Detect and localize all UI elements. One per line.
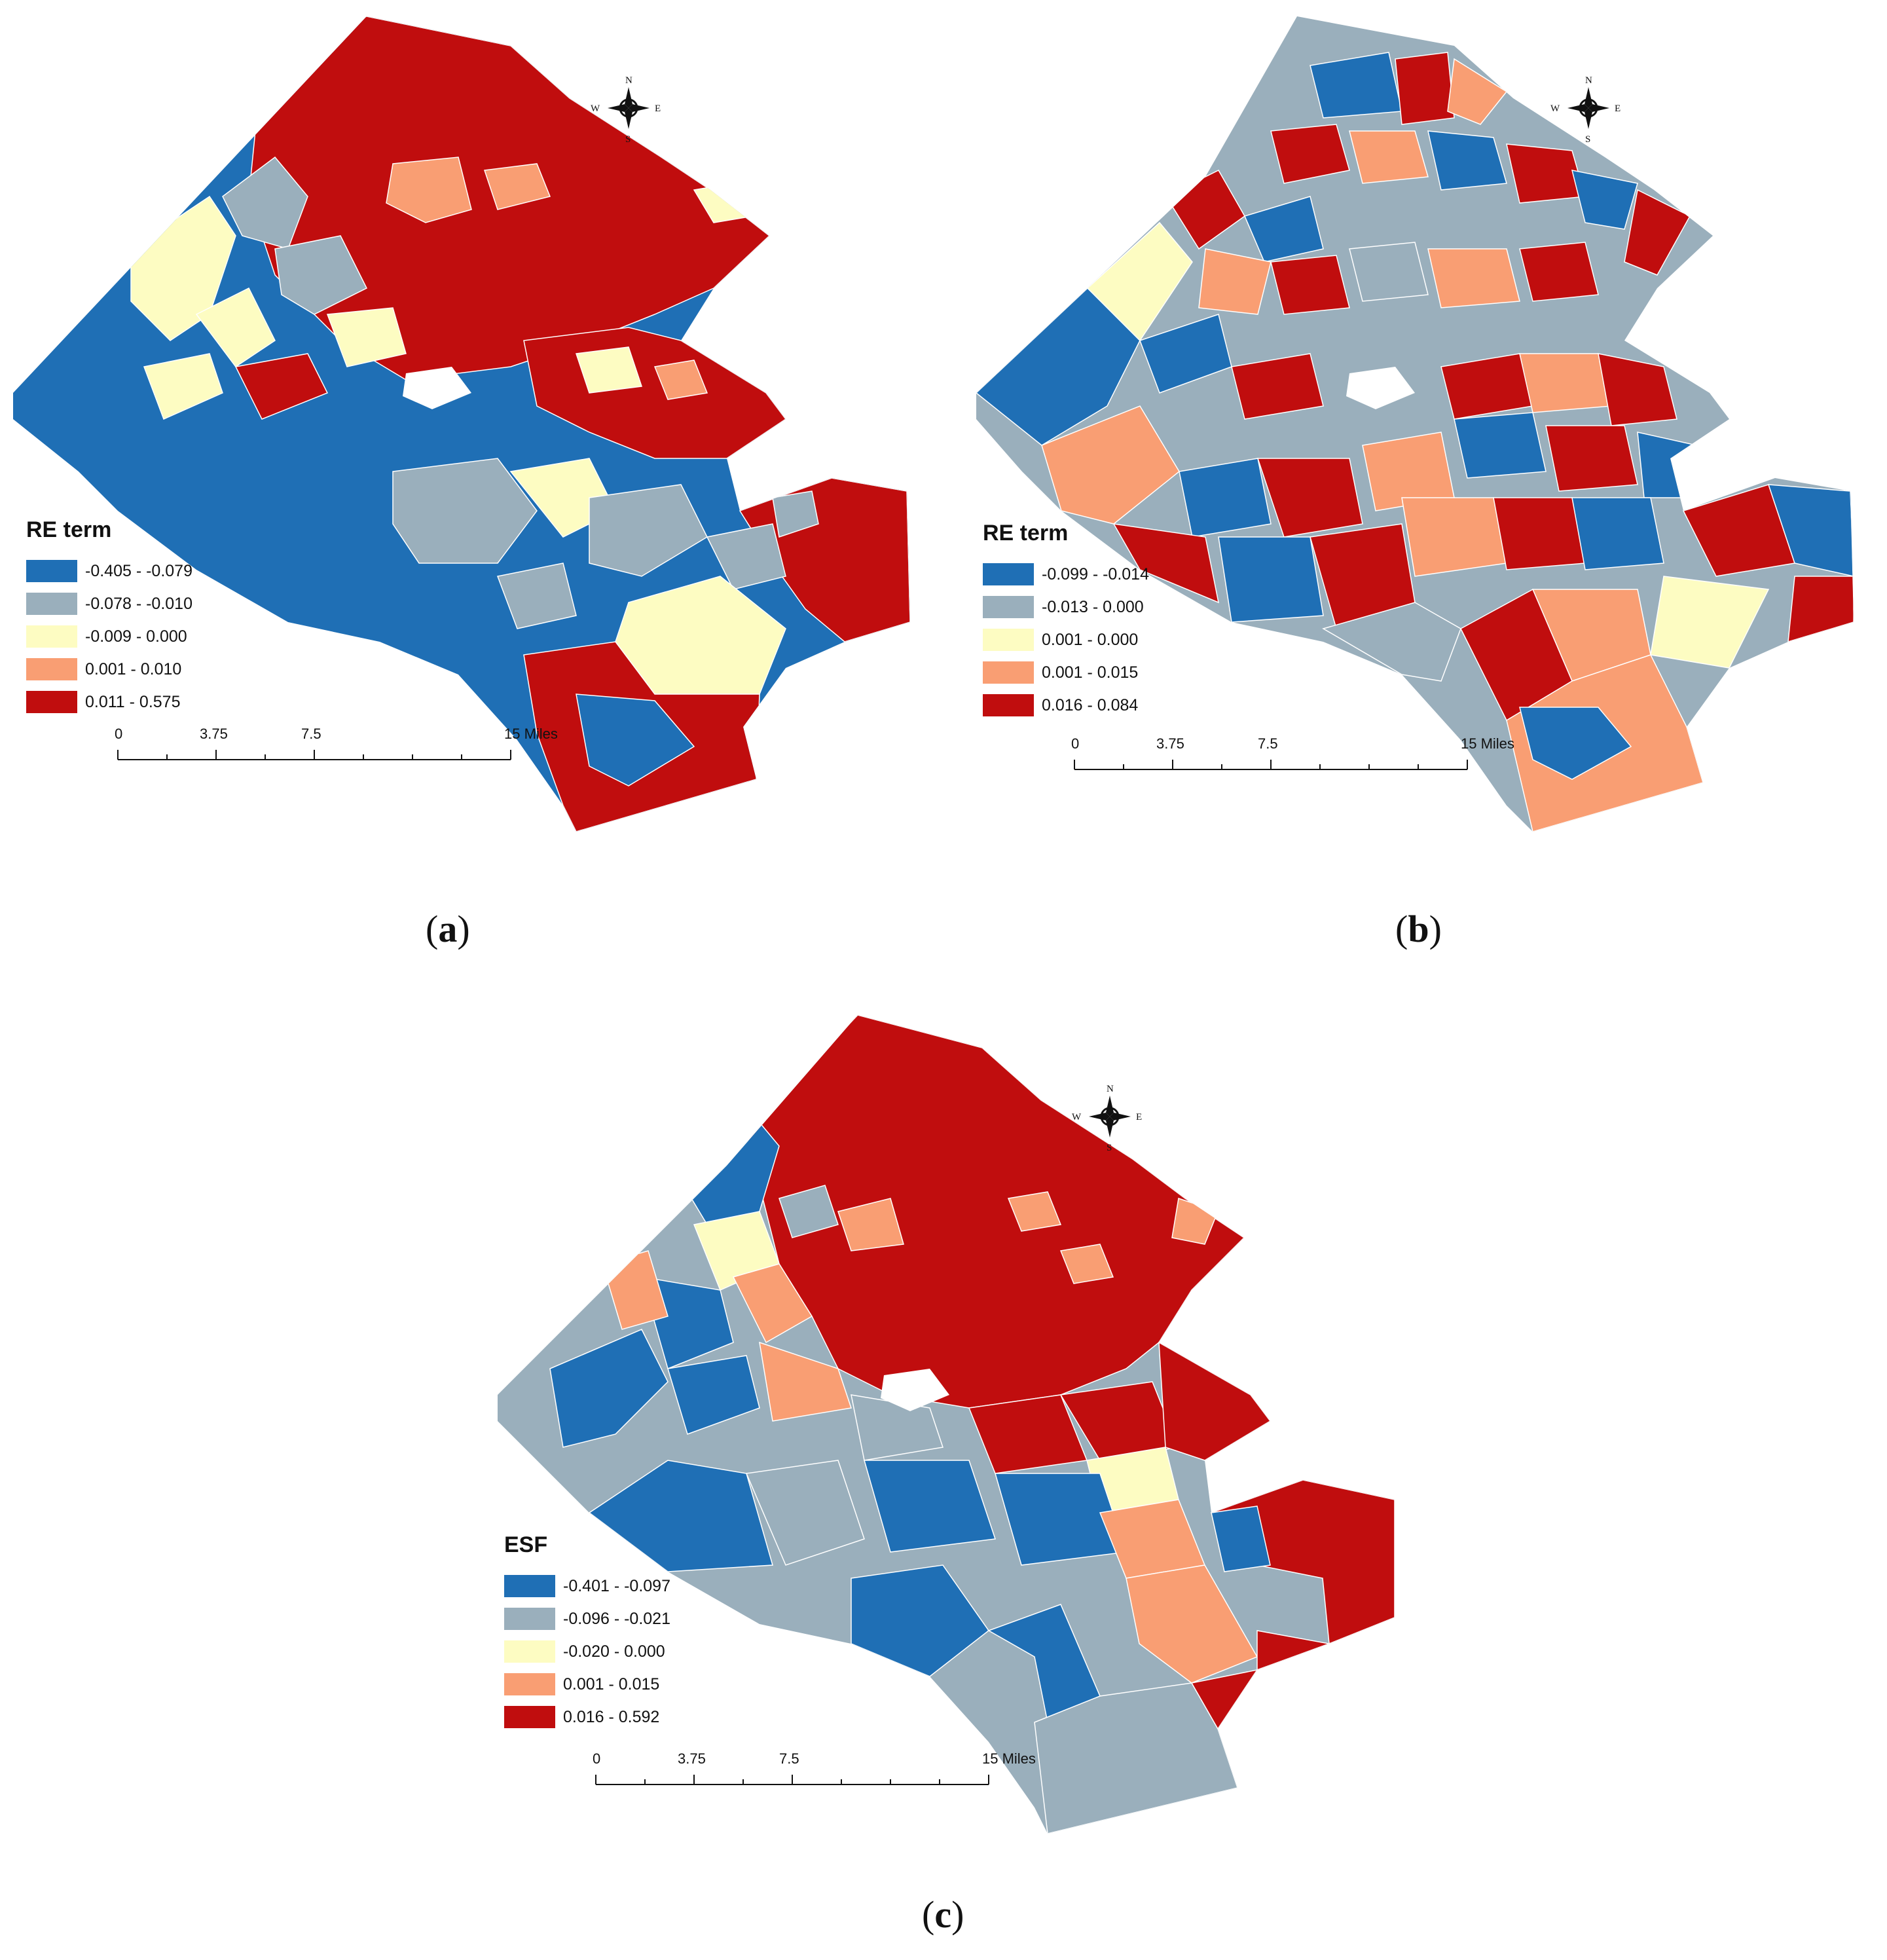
map-panel-c: N S E W ESF -0.401 - -0.097 -0.096 - -0.0… (471, 1002, 1415, 1960)
choropleth-map-c: N S E W (498, 1015, 1395, 1834)
legend-item: 0.001 - 0.000 (983, 623, 1149, 656)
legend-label: -0.401 - -0.097 (563, 1576, 670, 1595)
scale-tick-1: 3.75 (200, 726, 228, 742)
scale-tick-3: 15 Miles (504, 726, 558, 742)
legend-item: 0.016 - 0.084 (983, 689, 1149, 722)
legend-swatch (983, 596, 1034, 618)
legend-label: -0.078 - -0.010 (85, 594, 192, 613)
legend-item: -0.096 - -0.021 (504, 1602, 670, 1635)
compass-rose-icon: N S E W (1550, 75, 1621, 145)
compass-s: S (1585, 134, 1590, 145)
compass-n: N (1107, 1084, 1114, 1094)
map-hole-c (881, 1369, 949, 1411)
legend-item: -0.405 - -0.079 (26, 555, 192, 587)
legend-item: 0.001 - 0.010 (26, 653, 192, 686)
legend-swatch (504, 1706, 555, 1728)
caption-b: (b) (1395, 908, 1442, 950)
compass-w: W (591, 103, 600, 114)
scale-bar-a: 0 3.75 7.5 15 Miles (115, 714, 558, 766)
legend-swatch (983, 694, 1034, 716)
legend-item: 0.016 - 0.592 (504, 1701, 670, 1733)
compass-s: S (1107, 1143, 1112, 1153)
compass-w: W (1072, 1112, 1082, 1122)
compass-n: N (625, 75, 632, 86)
legend-label: -0.020 - 0.000 (563, 1642, 665, 1661)
legend-item: 0.001 - 0.015 (983, 656, 1149, 689)
legend-label: -0.099 - -0.014 (1042, 564, 1149, 583)
choropleth-map-a: N S E W (13, 16, 910, 832)
scale-bar-c: 0 3.75 7.5 15 Miles (593, 1739, 1036, 1791)
choropleth-map-b: N S E W (976, 16, 1854, 832)
legend-label: -0.013 - 0.000 (1042, 597, 1144, 616)
scale-tick-2: 7.5 (1258, 735, 1278, 752)
caption-a: (a) (426, 908, 470, 950)
compass-w: W (1550, 103, 1560, 114)
legend-item: -0.401 - -0.097 (504, 1570, 670, 1602)
map-panel-a: N S E W RE term -0.405 - -0.079 -0.078 - … (0, 0, 943, 950)
legend-swatch (983, 563, 1034, 585)
legend-swatch (26, 658, 77, 680)
legend-label: 0.001 - 0.010 (85, 659, 182, 678)
map-hole-a (403, 367, 471, 409)
scale-tick-1: 3.75 (1156, 735, 1184, 752)
legend-swatch (26, 593, 77, 615)
scale-tick-0: 0 (593, 1750, 601, 1767)
legend-b: RE term -0.099 - -0.014 -0.013 - 0.000 0.0… (983, 521, 1149, 722)
legend-item: 0.001 - 0.015 (504, 1668, 670, 1701)
legend-item: 0.011 - 0.575 (26, 686, 192, 718)
map-panel-b: N S E W RE term -0.099 - -0.014 -0.013 - … (943, 0, 1887, 950)
legend-label: -0.096 - -0.021 (563, 1609, 670, 1628)
caption-c: (c) (922, 1893, 964, 1936)
legend-label: 0.001 - 0.000 (1042, 630, 1139, 649)
legend-a: RE term -0.405 - -0.079 -0.078 - -0.010 -0… (26, 517, 192, 718)
legend-swatch (504, 1640, 555, 1663)
legend-item: -0.009 - 0.000 (26, 620, 192, 653)
legend-title-a: RE term (26, 517, 112, 542)
map-hole-b (1346, 367, 1415, 409)
legend-label: 0.016 - 0.084 (1042, 695, 1139, 714)
compass-n: N (1585, 75, 1592, 86)
compass-e: E (655, 103, 661, 114)
legend-label: 0.001 - 0.015 (563, 1674, 660, 1693)
legend-label: -0.405 - -0.079 (85, 561, 192, 580)
legend-rows-c: -0.401 - -0.097 -0.096 - -0.021 -0.020 - 0… (504, 1570, 670, 1733)
scale-tick-0: 0 (115, 726, 123, 742)
legend-label: 0.011 - 0.575 (85, 692, 181, 711)
legend-title-c: ESF (504, 1532, 548, 1557)
scale-tick-0: 0 (1071, 735, 1080, 752)
legend-item: -0.099 - -0.014 (983, 558, 1149, 591)
legend-label: 0.001 - 0.015 (1042, 663, 1139, 682)
scale-tick-2: 7.5 (779, 1750, 799, 1767)
scale-tick-3: 15 Miles (982, 1750, 1036, 1767)
legend-label: -0.009 - 0.000 (85, 627, 187, 646)
legend-item: -0.013 - 0.000 (983, 591, 1149, 623)
legend-swatch (504, 1673, 555, 1695)
legend-swatch (26, 560, 77, 582)
legend-swatch (504, 1608, 555, 1630)
compass-s: S (625, 134, 631, 145)
scale-tick-3: 15 Miles (1461, 735, 1514, 752)
legend-label: 0.016 - 0.592 (563, 1707, 660, 1726)
legend-item: -0.020 - 0.000 (504, 1635, 670, 1668)
legend-title-b: RE term (983, 521, 1069, 545)
legend-rows-b: -0.099 - -0.014 -0.013 - 0.000 0.001 - 0.0… (983, 558, 1149, 722)
legend-c: ESF -0.401 - -0.097 -0.096 - -0.021 -0.020… (504, 1532, 670, 1733)
legend-swatch (983, 661, 1034, 684)
legend-swatch (983, 629, 1034, 651)
legend-swatch (26, 625, 77, 648)
scale-tick-2: 7.5 (301, 726, 321, 742)
legend-rows-a: -0.405 - -0.079 -0.078 - -0.010 -0.009 - 0… (26, 555, 192, 718)
compass-rose-icon: N S E W (591, 75, 661, 145)
scale-tick-1: 3.75 (678, 1750, 706, 1767)
compass-e: E (1615, 103, 1621, 114)
compass-e: E (1136, 1112, 1142, 1122)
legend-item: -0.078 - -0.010 (26, 587, 192, 620)
legend-swatch (504, 1575, 555, 1597)
legend-swatch (26, 691, 77, 713)
compass-rose-icon: N S E W (1072, 1084, 1142, 1153)
scale-bar-b: 0 3.75 7.5 15 Miles (1071, 724, 1514, 776)
